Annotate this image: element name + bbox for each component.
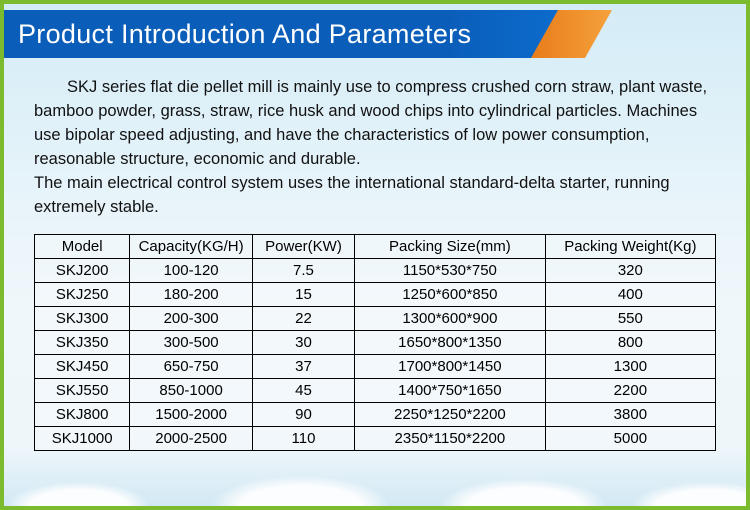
table-cell: 550	[545, 306, 715, 330]
table-cell: 22	[252, 306, 354, 330]
table-cell: 400	[545, 282, 715, 306]
table-row: SKJ200100-1207.51150*530*750320	[35, 258, 716, 282]
table-cell: 800	[545, 330, 715, 354]
col-model: Model	[35, 234, 130, 258]
table-cell: 1500-2000	[130, 402, 253, 426]
table-cell: 1400*750*1650	[355, 378, 546, 402]
table-cell: 850-1000	[130, 378, 253, 402]
table-row: SKJ8001500-2000902250*1250*22003800	[35, 402, 716, 426]
content-panel: Product Introduction And Parameters SKJ …	[4, 4, 746, 506]
table-cell: 37	[252, 354, 354, 378]
table-cell: SKJ200	[35, 258, 130, 282]
table-row: SKJ300200-300221300*600*900550	[35, 306, 716, 330]
table-cell: 90	[252, 402, 354, 426]
table-cell: 320	[545, 258, 715, 282]
table-cell: 200-300	[130, 306, 253, 330]
table-cell: SKJ550	[35, 378, 130, 402]
table-cell: 650-750	[130, 354, 253, 378]
description-para-1: SKJ series flat die pellet mill is mainl…	[34, 76, 716, 172]
table-cell: 2250*1250*2200	[355, 402, 546, 426]
table-cell: 1650*800*1350	[355, 330, 546, 354]
table-row: SKJ450650-750371700*800*14501300	[35, 354, 716, 378]
table-row: SKJ550850-1000451400*750*16502200	[35, 378, 716, 402]
table-cell: 1700*800*1450	[355, 354, 546, 378]
table-cell: 5000	[545, 426, 715, 450]
clouds-decoration	[4, 446, 746, 506]
table-cell: SKJ1000	[35, 426, 130, 450]
table-cell: 2000-2500	[130, 426, 253, 450]
description-para-2: The main electrical control system uses …	[34, 172, 716, 220]
table-cell: 1250*600*850	[355, 282, 546, 306]
table-cell: 110	[252, 426, 354, 450]
table-cell: 1150*530*750	[355, 258, 546, 282]
table-cell: SKJ300	[35, 306, 130, 330]
table-cell: 15	[252, 282, 354, 306]
table-cell: 1300*600*900	[355, 306, 546, 330]
table-cell: 2350*1150*2200	[355, 426, 546, 450]
col-packing-weight: Packing Weight(Kg)	[545, 234, 715, 258]
table-cell: 300-500	[130, 330, 253, 354]
spec-table: Model Capacity(KG/H) Power(KW) Packing S…	[34, 234, 716, 451]
table-cell: 1300	[545, 354, 715, 378]
table-row: SKJ10002000-25001102350*1150*22005000	[35, 426, 716, 450]
table-cell: SKJ800	[35, 402, 130, 426]
table-cell: 180-200	[130, 282, 253, 306]
banner-swoosh-icon	[522, 10, 612, 58]
table-row: SKJ350300-500301650*800*1350800	[35, 330, 716, 354]
table-row: SKJ250180-200151250*600*850400	[35, 282, 716, 306]
table-cell: 45	[252, 378, 354, 402]
table-cell: SKJ350	[35, 330, 130, 354]
table-cell: 3800	[545, 402, 715, 426]
description-block: SKJ series flat die pellet mill is mainl…	[4, 58, 746, 220]
table-cell: 30	[252, 330, 354, 354]
table-cell: 2200	[545, 378, 715, 402]
table-header-row: Model Capacity(KG/H) Power(KW) Packing S…	[35, 234, 716, 258]
col-power: Power(KW)	[252, 234, 354, 258]
table-cell: 7.5	[252, 258, 354, 282]
title-banner: Product Introduction And Parameters	[4, 10, 584, 58]
table-cell: SKJ250	[35, 282, 130, 306]
col-packing-size: Packing Size(mm)	[355, 234, 546, 258]
col-capacity: Capacity(KG/H)	[130, 234, 253, 258]
table-cell: SKJ450	[35, 354, 130, 378]
page-title: Product Introduction And Parameters	[18, 19, 471, 50]
spec-table-wrap: Model Capacity(KG/H) Power(KW) Packing S…	[4, 220, 746, 451]
page-frame: Product Introduction And Parameters SKJ …	[0, 0, 750, 510]
table-cell: 100-120	[130, 258, 253, 282]
